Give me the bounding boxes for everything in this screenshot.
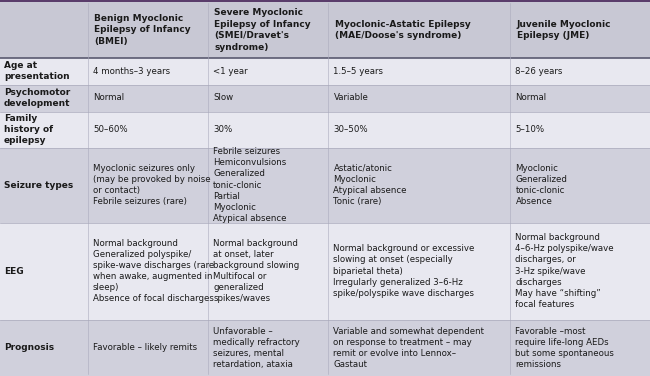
Text: Normal background or excessive
slowing at onset (especially
biparietal theta)
Ir: Normal background or excessive slowing a…	[333, 244, 474, 298]
Bar	[208, 58, 328, 85]
Bar	[510, 3, 650, 58]
Text: Unfavorable –
medically refractory
seizures, mental
retardation, ataxia: Unfavorable – medically refractory seizu…	[213, 327, 300, 369]
Bar	[88, 112, 208, 147]
Bar	[328, 112, 510, 147]
Bar	[0, 85, 88, 112]
Text: Juvenile Myoclonic
Epilepsy (JME): Juvenile Myoclonic Epilepsy (JME)	[517, 20, 611, 40]
Text: Benign Myoclonic
Epilepsy of Infancy
(BMEI): Benign Myoclonic Epilepsy of Infancy (BM…	[94, 14, 191, 46]
Bar	[208, 85, 328, 112]
Bar	[0, 58, 88, 85]
Bar	[328, 58, 510, 85]
Text: Myoclonic-Astatic Epilepsy
(MAE/Doose's syndrome): Myoclonic-Astatic Epilepsy (MAE/Doose's …	[335, 20, 471, 40]
Bar	[0, 147, 88, 223]
Text: Normal: Normal	[93, 94, 124, 103]
Text: 30%: 30%	[213, 125, 233, 134]
Text: Normal: Normal	[515, 94, 547, 103]
Text: Normal background
at onset, later
background slowing
Multifocal or
generalized
s: Normal background at onset, later backgr…	[213, 239, 300, 303]
Text: 4 months–3 years: 4 months–3 years	[93, 67, 170, 76]
Bar	[510, 112, 650, 147]
Text: Normal background
Generalized polyspike/
spike-wave discharges (rare
when awake,: Normal background Generalized polyspike/…	[93, 239, 214, 303]
Text: Myoclonic
Generalized
tonic-clonic
Absence: Myoclonic Generalized tonic-clonic Absen…	[515, 164, 567, 206]
Text: 1.5–5 years: 1.5–5 years	[333, 67, 383, 76]
Bar	[88, 85, 208, 112]
Bar	[0, 223, 88, 320]
Text: 30–50%: 30–50%	[333, 125, 368, 134]
Text: Variable and somewhat dependent
on response to treatment – may
remit or evolve i: Variable and somewhat dependent on respo…	[333, 327, 484, 369]
Text: Seizure types: Seizure types	[4, 180, 73, 190]
Bar	[0, 0, 650, 3]
Bar	[208, 3, 328, 58]
Text: <1 year: <1 year	[213, 67, 248, 76]
Text: Severe Myoclonic
Epilepsy of Infancy
(SMEI/Dravet's
syndrome): Severe Myoclonic Epilepsy of Infancy (SM…	[214, 8, 311, 52]
Text: EEG: EEG	[4, 267, 23, 276]
Text: Family
history of
epilepsy: Family history of epilepsy	[4, 114, 53, 145]
Text: Age at
presentation: Age at presentation	[4, 61, 70, 81]
Text: Normal background
4–6-Hz polyspike/wave
discharges, or
3-Hz spike/wave
discharge: Normal background 4–6-Hz polyspike/wave …	[515, 233, 614, 309]
Bar	[88, 147, 208, 223]
Bar	[510, 58, 650, 85]
Text: 50–60%: 50–60%	[93, 125, 127, 134]
Text: 8–26 years: 8–26 years	[515, 67, 563, 76]
Bar	[0, 373, 650, 376]
Text: Favorable – likely remits: Favorable – likely remits	[93, 344, 197, 353]
Bar	[208, 147, 328, 223]
Bar	[510, 320, 650, 376]
Bar	[88, 320, 208, 376]
Bar	[328, 3, 510, 58]
Text: Febrile seizures
Hemiconvulsions
Generalized
tonic-clonic
Partial
Myoclonic
Atyp: Febrile seizures Hemiconvulsions General…	[213, 147, 287, 223]
Bar	[208, 320, 328, 376]
Bar	[328, 223, 510, 320]
Text: Slow: Slow	[213, 94, 233, 103]
Bar	[510, 223, 650, 320]
Bar	[0, 3, 88, 58]
Bar	[88, 3, 208, 58]
Text: Favorable –most
require life-long AEDs
but some spontaneous
remissions: Favorable –most require life-long AEDs b…	[515, 327, 614, 369]
Text: Variable: Variable	[333, 94, 369, 103]
Bar	[208, 112, 328, 147]
Bar	[0, 112, 88, 147]
Text: Astatic/atonic
Myoclonic
Atypical absence
Tonic (rare): Astatic/atonic Myoclonic Atypical absenc…	[333, 164, 407, 206]
Bar	[510, 85, 650, 112]
Text: Psychomotor
development: Psychomotor development	[4, 88, 70, 108]
Text: 5–10%: 5–10%	[515, 125, 545, 134]
Bar	[208, 223, 328, 320]
Bar	[328, 85, 510, 112]
Bar	[510, 147, 650, 223]
Text: Prognosis: Prognosis	[4, 344, 54, 353]
Bar	[88, 58, 208, 85]
Text: Myoclonic seizures only
(may be provoked by noise
or contact)
Febrile seizures (: Myoclonic seizures only (may be provoked…	[93, 164, 211, 206]
Bar	[88, 223, 208, 320]
Bar	[328, 147, 510, 223]
Bar	[0, 320, 88, 376]
Bar	[328, 320, 510, 376]
